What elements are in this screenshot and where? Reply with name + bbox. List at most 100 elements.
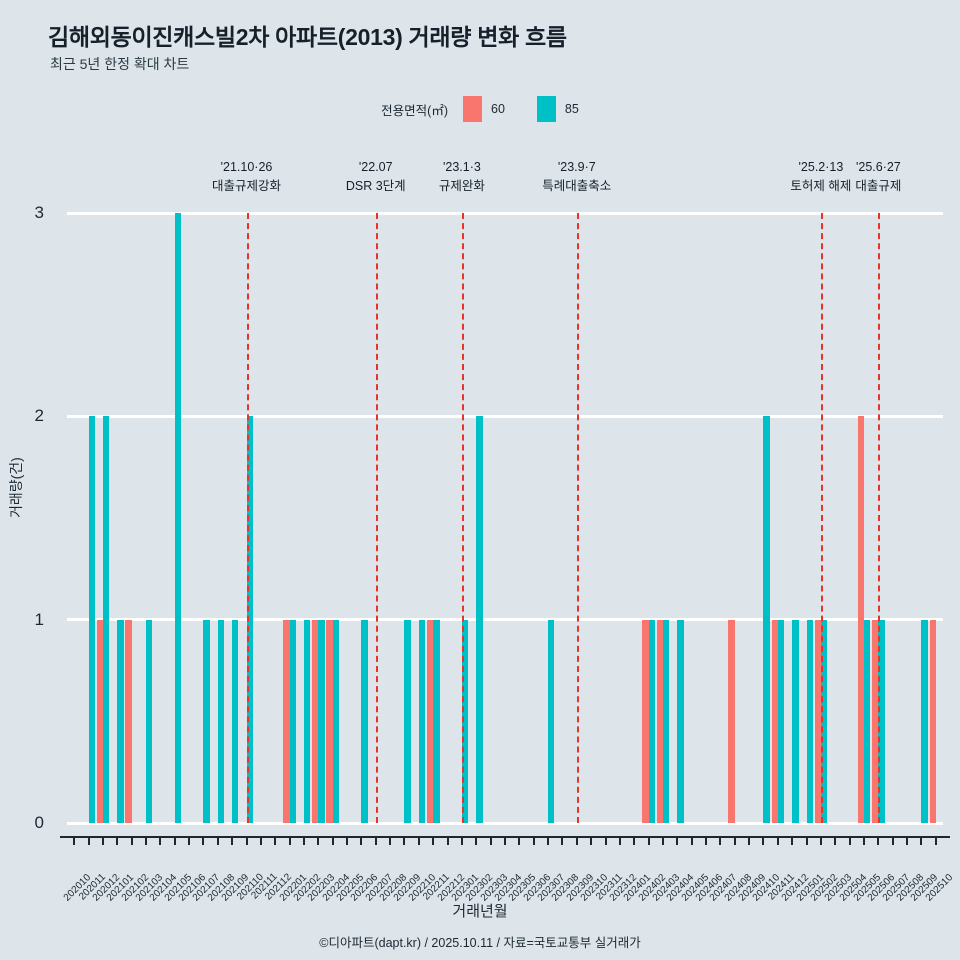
bar-202110-85[interactable] (246, 416, 253, 823)
event-name-202110: 대출규제강화 (211, 179, 282, 194)
bar-202403-85[interactable] (662, 619, 670, 823)
bar-202411-60[interactable] (771, 619, 778, 823)
bar-202012-85[interactable] (102, 416, 110, 823)
bar-202403-60[interactable] (656, 619, 663, 823)
legend-item-60[interactable]: 60 (463, 96, 505, 122)
bar-202411-85[interactable] (777, 619, 785, 823)
bar-202201-85[interactable] (289, 619, 296, 823)
bar-202505-85[interactable] (864, 619, 871, 823)
chart-footer-credit: ©디아파트(dapt.kr) / 2025.10.11 / 자료=국토교통부 실… (319, 936, 641, 950)
bar-202203-60[interactable] (311, 619, 319, 823)
legend-label-85: 85 (564, 102, 579, 116)
bar-202107-85[interactable] (203, 619, 210, 823)
bar-202204-85[interactable] (332, 619, 339, 823)
bar-202410-85[interactable] (763, 416, 770, 823)
bar-202302-85[interactable] (476, 416, 483, 823)
legend-title: 전용면적(㎡) (381, 103, 448, 118)
legend-item-85[interactable]: 85 (536, 96, 579, 122)
bar-202307-85[interactable] (548, 619, 555, 823)
bar-202402-60[interactable] (642, 619, 649, 823)
event-date-202110: '21.10·26 (220, 160, 273, 174)
bar-202506-60[interactable] (872, 619, 879, 823)
x-tick-202301 (460, 837, 463, 845)
event-date-202301: '23.1·3 (442, 160, 481, 174)
bar-202505-60[interactable] (857, 416, 864, 823)
gridline-y-3 (67, 211, 943, 215)
x-tick-202509 (920, 837, 923, 845)
bar-202206-85[interactable] (361, 619, 368, 823)
event-label-202506: '25.6·27 대출규제 (855, 158, 901, 197)
bar-202109-85[interactable] (232, 619, 239, 823)
bar-202211-85[interactable] (433, 619, 440, 823)
bar-202202-85[interactable] (303, 619, 311, 823)
y-tick-0: 0 (34, 813, 44, 832)
y-tick-2: 2 (34, 406, 44, 426)
x-tick-202312 (618, 837, 621, 845)
bar-202502-85[interactable] (820, 619, 828, 823)
x-tick-202412 (791, 837, 794, 845)
x-tick-202309 (575, 837, 578, 845)
legend-swatch-60 (463, 96, 482, 122)
event-label-202301: '23.1·3 규제완화 (439, 158, 485, 197)
y-axis-title: 거래량(건) (8, 457, 24, 518)
bar-202412-85[interactable] (792, 619, 799, 823)
x-tick-202203 (317, 837, 320, 845)
x-tick-202406 (705, 837, 708, 845)
x-tick-202507 (891, 837, 894, 845)
x-tick-202103 (144, 837, 147, 845)
bar-202105-85[interactable] (174, 213, 182, 823)
x-tick-202505 (863, 837, 866, 845)
x-tick-202208 (389, 837, 392, 845)
bar-202408-60[interactable] (728, 619, 735, 823)
bar-202510-60[interactable] (929, 619, 936, 823)
bar-202204-60[interactable] (326, 619, 333, 823)
event-name-202506: 대출규제 (855, 179, 902, 194)
bar-202402-85[interactable] (648, 619, 655, 823)
x-tick-202502 (819, 837, 822, 845)
bar-202211-60[interactable] (426, 619, 434, 823)
page-subtitle: 최근 5년 한정 확대 차트 (50, 56, 190, 72)
x-tick-202010 (73, 837, 76, 845)
bar-202101-85[interactable] (117, 619, 124, 823)
bar-202201-60[interactable] (283, 619, 290, 823)
bar-202509-85[interactable] (921, 619, 928, 823)
x-tick-202409 (748, 837, 751, 845)
bar-202011-85[interactable] (88, 416, 95, 823)
x-tick-202112 (274, 837, 277, 845)
x-tick-202209 (403, 837, 406, 845)
x-tick-202307 (547, 837, 550, 845)
x-tick-202510 (934, 837, 937, 845)
bar-202506-85[interactable] (878, 619, 885, 823)
event-date-202502: '25.2·13 (798, 160, 844, 174)
bar-202012-60[interactable] (96, 619, 103, 823)
bar-202103-85[interactable] (145, 619, 153, 823)
x-tick-202302 (475, 837, 478, 845)
x-tick-202305 (518, 837, 521, 845)
y-tick-1: 1 (34, 609, 44, 629)
gridline-y-2 (67, 414, 943, 418)
bar-202102-60[interactable] (125, 619, 132, 823)
x-tick-202201 (288, 837, 291, 845)
legend-swatch-85 (536, 96, 556, 122)
bar-202203-85[interactable] (318, 619, 325, 823)
bar-202404-85[interactable] (677, 619, 684, 823)
bar-202502-60[interactable] (814, 619, 821, 823)
x-tick-202205 (346, 837, 349, 845)
bar-202210-85[interactable] (418, 619, 426, 823)
x-tick-202105 (173, 837, 176, 845)
x-tick-202401 (633, 837, 636, 845)
x-tick-202508 (906, 837, 909, 845)
bar-202501-85[interactable] (806, 619, 813, 823)
x-tick-202207 (374, 837, 377, 845)
x-tick-202107 (202, 837, 205, 845)
y-axis-tick-labels: 0 1 2 3 (0, 203, 56, 832)
event-date-202506: '25.6·27 (855, 160, 901, 174)
bar-202301-85[interactable] (461, 619, 469, 823)
bar-202108-85[interactable] (217, 619, 225, 823)
event-label-202502: '25.2·13 토허제 해제 (790, 158, 851, 197)
x-tick-202210 (417, 837, 420, 845)
x-tick-202109 (231, 837, 234, 845)
event-label-202110: '21.10·26 대출규제강화 (212, 158, 281, 197)
x-axis-title: 거래년월 (452, 903, 508, 920)
bar-202209-85[interactable] (404, 619, 411, 823)
